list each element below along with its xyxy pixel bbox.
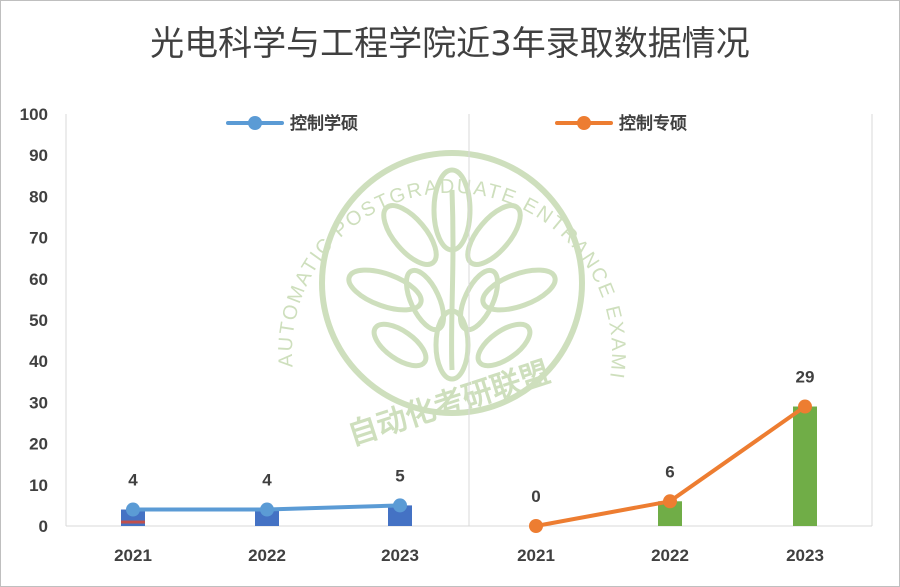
seal-leaf <box>346 267 424 313</box>
axes <box>65 114 873 527</box>
legend-label: 控制专硕 <box>619 113 687 134</box>
series-points <box>126 399 812 533</box>
y-tick-label: 60 <box>29 270 48 289</box>
bar <box>255 509 279 526</box>
legend-item-control-zhuanshuo: 控制专硕 <box>555 113 687 134</box>
y-tick-label: 30 <box>29 393 48 412</box>
chart-title: 光电科学与工程学院近3年录取数据情况 <box>150 24 750 64</box>
seal-leaf <box>457 267 501 333</box>
y-tick-label: 100 <box>20 105 48 124</box>
y-tick-label: 0 <box>39 517 48 536</box>
legend-item-control-xueshuo: 控制学硕 <box>226 113 358 134</box>
y-tick-label: 20 <box>29 435 48 454</box>
bar-stub <box>121 520 145 524</box>
y-tick-label: 10 <box>29 476 48 495</box>
seal-chinese-text: 自动化考研联盟 <box>344 355 555 453</box>
data-label: 0 <box>531 487 540 506</box>
x-tick-label: 2021 <box>114 546 152 565</box>
data-point <box>126 502 140 517</box>
x-tick-label: 2023 <box>786 546 824 565</box>
data-labels: 4 4 5 0 6 29 <box>128 368 814 506</box>
seal-leaf <box>371 321 429 369</box>
data-label: 4 <box>262 471 272 490</box>
bar <box>793 406 817 526</box>
seal-ring <box>319 150 585 416</box>
legend-marker <box>248 116 262 130</box>
bars <box>121 406 817 526</box>
bar <box>388 505 412 526</box>
x-tick-label: 2022 <box>651 546 689 565</box>
y-tick-label: 40 <box>29 352 48 371</box>
seal-leaf <box>475 321 533 369</box>
seal-leaf <box>465 203 523 267</box>
legend-marker <box>577 116 591 130</box>
data-label: 29 <box>796 368 815 387</box>
data-point <box>393 498 407 513</box>
watermark-seal: AUTOMATIC POSTGRADUATE ENTRANCE EXAMINAT… <box>0 0 627 453</box>
seal-leaf <box>480 267 558 313</box>
seal-stem <box>449 189 456 371</box>
x-tick-label: 2023 <box>381 546 419 565</box>
seal-leaf <box>381 203 439 267</box>
y-tick-label: 70 <box>29 229 48 248</box>
y-axis-ticks: 0 10 20 30 40 50 60 70 80 90 100 <box>20 105 48 536</box>
x-tick-label: 2022 <box>248 546 286 565</box>
data-label: 6 <box>665 462 674 481</box>
x-axis-ticks: 2021 2022 2023 2021 2022 2023 <box>114 546 824 565</box>
data-point <box>798 399 812 414</box>
y-tick-label: 80 <box>29 187 48 206</box>
data-label: 5 <box>395 466 404 485</box>
y-tick-label: 50 <box>29 311 48 330</box>
seal-leaf <box>403 267 447 333</box>
legend-label: 控制学硕 <box>290 113 358 134</box>
x-tick-label: 2021 <box>517 546 555 565</box>
data-point <box>529 519 543 533</box>
data-point <box>663 494 677 509</box>
data-point <box>260 502 274 517</box>
y-tick-label: 90 <box>29 146 48 165</box>
data-label: 4 <box>128 471 138 490</box>
